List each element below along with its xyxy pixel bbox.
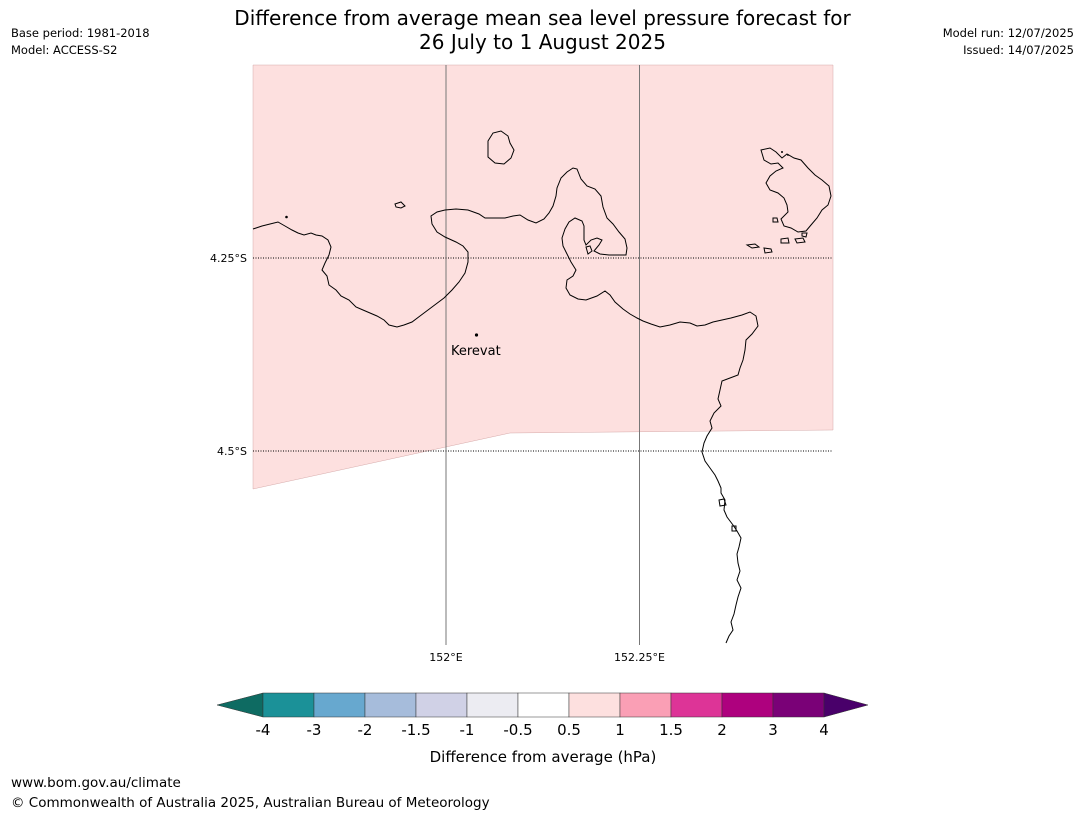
coastline-islet-3 — [772, 217, 779, 223]
model-run: Model run: 12/07/2025 — [942, 26, 1074, 40]
colorbar-extend-high — [823, 692, 869, 718]
colorbar-segment — [262, 692, 315, 718]
base-period: Base period: 1981-2018 — [11, 26, 150, 40]
map-panel: Kerevat 4.25°S 4.5°S 152°E 152.25°E — [210, 64, 834, 664]
title-line-2: 26 July to 1 August 2025 — [419, 30, 666, 54]
colorbar-segment — [466, 692, 519, 718]
colorbar-segment — [568, 692, 621, 718]
colorbar-tick-label: -4 — [256, 721, 271, 739]
coastline-islet-10 — [731, 525, 737, 532]
lat-label-4-5: 4.5°S — [217, 445, 247, 458]
colorbar-extend-low — [216, 692, 264, 718]
colorbar-tick-label: 3 — [768, 721, 778, 739]
title-line-1: Difference from average mean sea level p… — [234, 6, 851, 30]
colorbar-tick-label: 1.5 — [659, 721, 683, 739]
colorbar-tick-label: -1 — [460, 721, 475, 739]
coastline-islet-4 — [801, 232, 808, 238]
colorbar-tick-label: -3 — [307, 721, 322, 739]
kerevat-marker — [474, 333, 479, 337]
coastlines — [252, 130, 832, 644]
footer-copyright: © Commonwealth of Australia 2025, Austra… — [11, 795, 490, 811]
issued-date: Issued: 14/07/2025 — [963, 43, 1074, 57]
coastline-islet-1 — [394, 201, 406, 209]
kerevat-label: Kerevat — [451, 344, 501, 359]
colorbar-segment — [517, 692, 570, 718]
anomaly-region — [252, 64, 834, 490]
model-info: Base period: 1981-2018 Model: ACCESS-S2 — [11, 25, 150, 59]
coastline-islet-7 — [745, 243, 761, 249]
lon-label-152: 152°E — [429, 651, 462, 664]
colorbar-segment — [670, 692, 723, 718]
coastline-islet-5 — [794, 237, 806, 244]
colorbar-segment — [313, 692, 366, 718]
footer-url: www.bom.gov.au/climate — [11, 775, 181, 791]
colorbar-tick-label: -0.5 — [503, 721, 532, 739]
coastline-islet-9 — [718, 498, 727, 507]
coastline-islet-2 — [585, 245, 593, 255]
colorbar: -4 -3 -2 -1.5 -1 -0.5 0.5 1 1.5 2 3 4 — [216, 692, 869, 739]
colorbar-segment — [721, 692, 774, 718]
colorbar-tick-label: 4 — [819, 721, 829, 739]
colorbar-segment — [619, 692, 672, 718]
lat-label-4-25: 4.25°S — [210, 252, 247, 265]
colorbar-tick-label: 2 — [717, 721, 727, 739]
coastline-duke-york — [760, 147, 832, 233]
colorbar-tick-label: -2 — [358, 721, 373, 739]
colorbar-title: Difference from average (hPa) — [430, 748, 657, 766]
model-name: Model: ACCESS-S2 — [11, 43, 118, 57]
colorbar-tick-label: 0.5 — [557, 721, 581, 739]
colorbar-segment — [364, 692, 417, 718]
coastline-island-north — [487, 130, 515, 165]
colorbar-tick-label: 1 — [615, 721, 625, 739]
colorbar-segment — [772, 692, 825, 718]
islet-dot-3 — [787, 154, 789, 156]
colorbar-tick-label: -1.5 — [401, 721, 430, 739]
islet-dot-1 — [285, 215, 288, 219]
islet-dot-2 — [781, 151, 783, 153]
coastline-islet-6 — [780, 237, 790, 244]
run-info: Model run: 12/07/2025 Issued: 14/07/2025 — [943, 25, 1074, 59]
coastline-islet-8 — [763, 247, 773, 254]
lon-label-152-25: 152.25°E — [614, 651, 665, 664]
map-title: Difference from average mean sea level p… — [0, 6, 1085, 54]
coastline-main — [252, 167, 759, 644]
colorbar-segment — [415, 692, 468, 718]
